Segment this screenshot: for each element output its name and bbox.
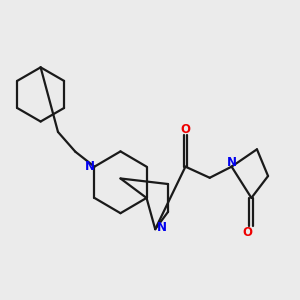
Text: N: N [85,160,95,173]
Text: N: N [227,156,237,169]
Text: N: N [157,221,166,234]
Text: O: O [242,226,252,239]
Text: O: O [180,123,190,136]
